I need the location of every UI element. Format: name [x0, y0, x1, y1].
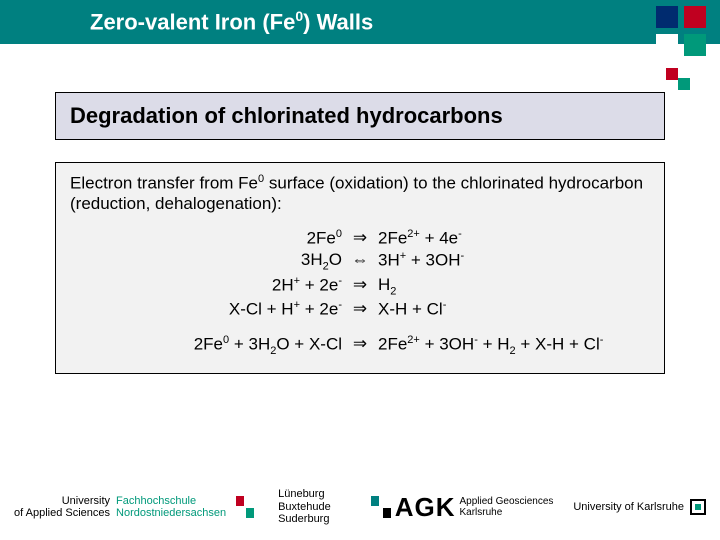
- footer-university: University of Karlsruhe: [573, 501, 684, 513]
- eq-arrow: ⇒: [346, 275, 374, 297]
- footer: University of Applied Sciences Fachhochs…: [0, 488, 720, 526]
- section-heading: Degradation of chlorinated hydrocarbons: [55, 92, 665, 140]
- equation-list: 2Fe0 ⇒ 2Fe2+ + 4e- 3H2O ⇔ 3H+ + 3OH- 2H+…: [70, 228, 650, 320]
- eq-lhs: 3H2O: [70, 250, 346, 272]
- content-box: Electron transfer from Fe0 surface (oxid…: [55, 162, 665, 374]
- sum-arrow: ⇒: [346, 334, 374, 357]
- footer-logo-icon: [236, 496, 254, 518]
- eq-rhs: X-H + Cl-: [374, 299, 650, 320]
- agk-label: AGK: [395, 492, 456, 523]
- eq-lhs: 2H+ + 2e-: [70, 275, 346, 297]
- kit-logo-icon: [690, 499, 706, 515]
- eq-lhs: X-Cl + H+ + 2e-: [70, 299, 346, 320]
- intro-text: Electron transfer from Fe0 surface (oxid…: [70, 173, 650, 214]
- footer-left: University of Applied Sciences Fachhochs…: [14, 495, 254, 519]
- sum-lhs: 2Fe0 + 3H2O + X-Cl: [70, 334, 346, 357]
- equation-summary: 2Fe0 + 3H2O + X-Cl ⇒ 2Fe2+ + 3OH- + H2 +…: [70, 334, 650, 357]
- footer-inst-right: Fachhochschule Nordostniedersachsen: [116, 495, 226, 519]
- eq-rhs: 2Fe2+ + 4e-: [374, 228, 650, 249]
- footer-agk: AGK Applied GeosciencesKarlsruhe: [371, 492, 554, 523]
- slide-title: Zero-valent Iron (Fe0) Walls: [90, 8, 373, 35]
- agk-logo-icon: [371, 496, 391, 518]
- eq-lhs: 2Fe0: [70, 228, 346, 249]
- footer-right: University of Karlsruhe: [573, 499, 706, 515]
- corner-logo: [656, 6, 706, 56]
- agk-subtitle: Applied GeosciencesKarlsruhe: [459, 496, 553, 518]
- sum-rhs: 2Fe2+ + 3OH- + H2 + X-H + Cl-: [374, 334, 650, 357]
- footer-locations: LüneburgBuxtehudeSuderburg: [278, 488, 331, 526]
- footer-inst-left: University of Applied Sciences: [14, 495, 110, 519]
- eq-arrow: ⇔: [346, 250, 374, 272]
- eq-arrow: ⇒: [346, 299, 374, 320]
- section-heading-text: Degradation of chlorinated hydrocarbons: [70, 103, 503, 128]
- eq-arrow: ⇒: [346, 228, 374, 249]
- slide-title-bar: Zero-valent Iron (Fe0) Walls: [0, 0, 720, 44]
- eq-rhs: 3H+ + 3OH-: [374, 250, 650, 272]
- eq-rhs: H2: [374, 275, 650, 297]
- accent-icon: [662, 64, 692, 92]
